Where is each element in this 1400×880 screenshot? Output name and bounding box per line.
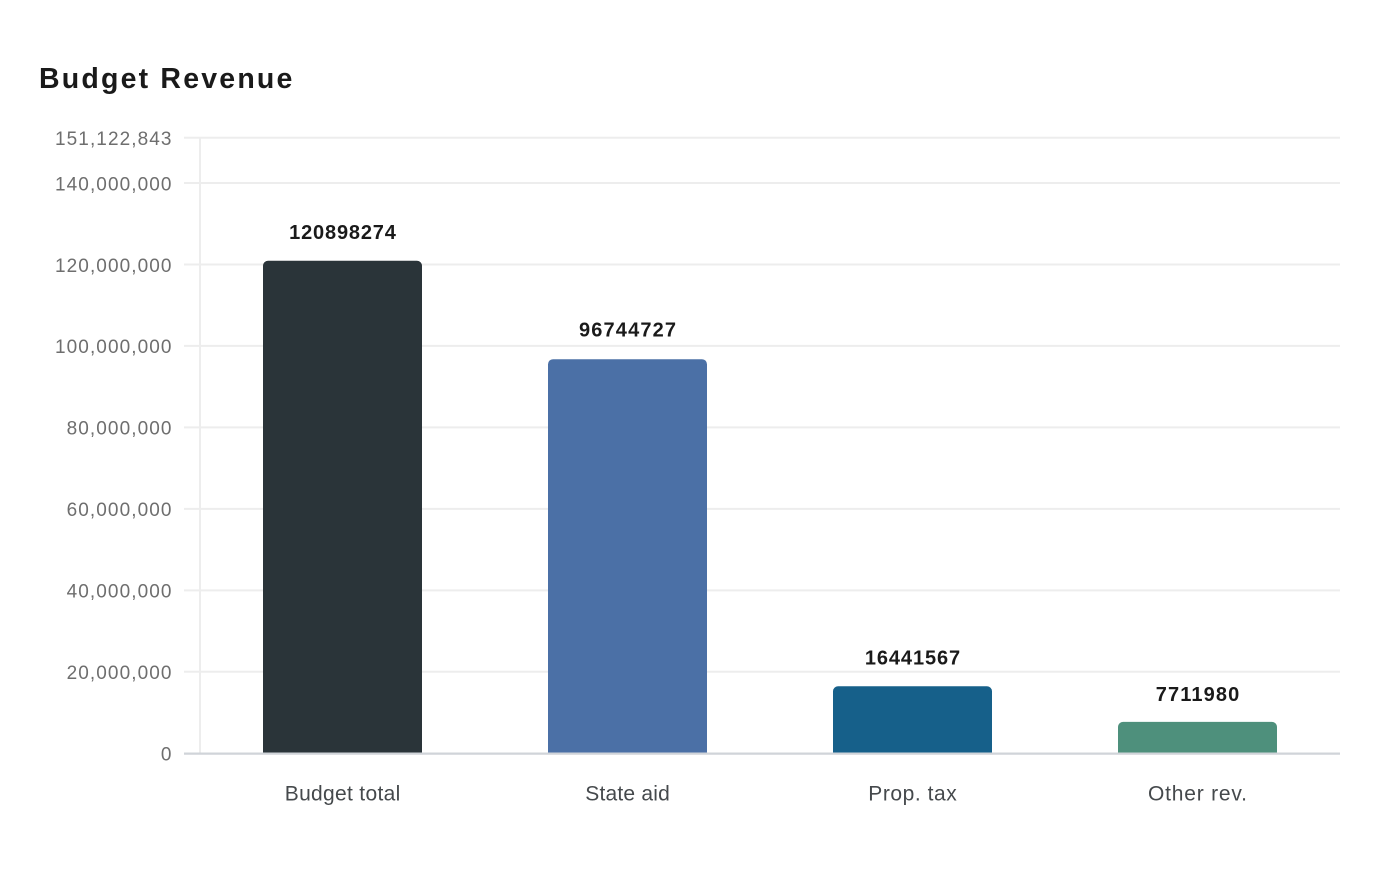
svg-text:7711980: 7711980 [1156, 684, 1240, 706]
svg-text:96744727: 96744727 [579, 320, 676, 342]
svg-text:151,122,843: 151,122,843 [55, 129, 172, 150]
svg-text:100,000,000: 100,000,000 [55, 337, 172, 358]
svg-text:20,000,000: 20,000,000 [67, 663, 172, 684]
svg-text:Budget Revenue: Budget Revenue [39, 63, 292, 95]
svg-text:Prop. tax: Prop. tax [868, 783, 957, 806]
svg-text:Other rev.: Other rev. [1148, 783, 1247, 806]
svg-text:120898274: 120898274 [289, 222, 397, 244]
svg-text:Budget total: Budget total [285, 783, 401, 806]
svg-text:60,000,000: 60,000,000 [67, 500, 172, 521]
svg-text:0: 0 [161, 745, 172, 766]
svg-text:State aid: State aid [585, 783, 670, 806]
svg-text:80,000,000: 80,000,000 [67, 419, 172, 440]
svg-text:140,000,000: 140,000,000 [55, 174, 172, 195]
svg-text:40,000,000: 40,000,000 [67, 582, 172, 603]
svg-text:120,000,000: 120,000,000 [55, 256, 172, 277]
svg-text:16441567: 16441567 [865, 647, 960, 669]
